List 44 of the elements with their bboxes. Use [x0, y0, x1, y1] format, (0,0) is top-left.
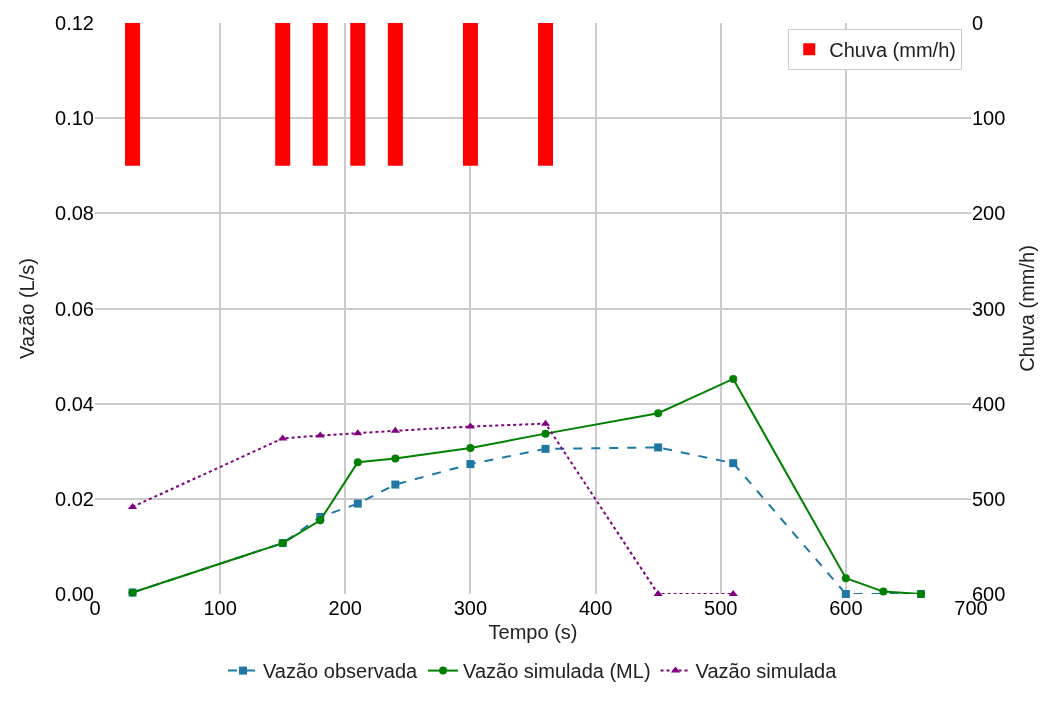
point: [391, 454, 400, 463]
legend-label: Vazão simulada (ML): [463, 660, 651, 683]
x-tick-label: 500: [704, 597, 738, 619]
y2-tick-label: 0: [972, 12, 984, 34]
point: [654, 409, 663, 418]
legend-label: Vazão simulada: [695, 660, 838, 683]
x-tick-label: 300: [453, 597, 488, 619]
point: [841, 574, 850, 583]
point: [390, 426, 400, 433]
y-axis-title: Vazão (L/s): [15, 258, 38, 359]
point: [315, 431, 325, 438]
legend-label: Vazão observada: [263, 660, 419, 683]
x-tick-label: 600: [829, 597, 863, 619]
point: [466, 460, 475, 469]
point: [729, 374, 738, 383]
y-tick-label: 0.08: [55, 202, 94, 225]
y2-tick-label: 300: [972, 297, 1006, 320]
y-tick-label: 0.02: [55, 487, 94, 510]
point: [841, 590, 850, 598]
point: [541, 429, 550, 438]
y2-axis-title: Chuva (mm/h): [1015, 245, 1038, 372]
x-tick-label: 100: [203, 597, 237, 619]
y-tick-label: 0.04: [55, 392, 94, 415]
x-axis-title: Tempo (s): [488, 620, 578, 643]
y-tick-label: 0.12: [55, 12, 94, 34]
point: [391, 480, 400, 489]
y-tick-label: 0.06: [55, 297, 94, 320]
point: [353, 458, 362, 467]
point: [729, 459, 738, 468]
point: [353, 499, 362, 508]
point: [541, 444, 550, 453]
point: [316, 516, 325, 525]
x-tick-label: 200: [328, 597, 362, 619]
point: [654, 443, 663, 452]
y2-tick-label: 500: [972, 487, 1006, 510]
x-tick-label: 400: [578, 597, 613, 619]
point: [879, 587, 888, 596]
y2-tick-label: 100: [972, 107, 1006, 130]
y-tick-label: 0.10: [55, 107, 94, 130]
point: [353, 429, 363, 436]
point: [466, 443, 475, 452]
legend-label: Chuva (mm/h): [829, 39, 956, 62]
y2-tick-label: 200: [972, 202, 1006, 225]
y2-tick-label: 400: [972, 392, 1006, 415]
